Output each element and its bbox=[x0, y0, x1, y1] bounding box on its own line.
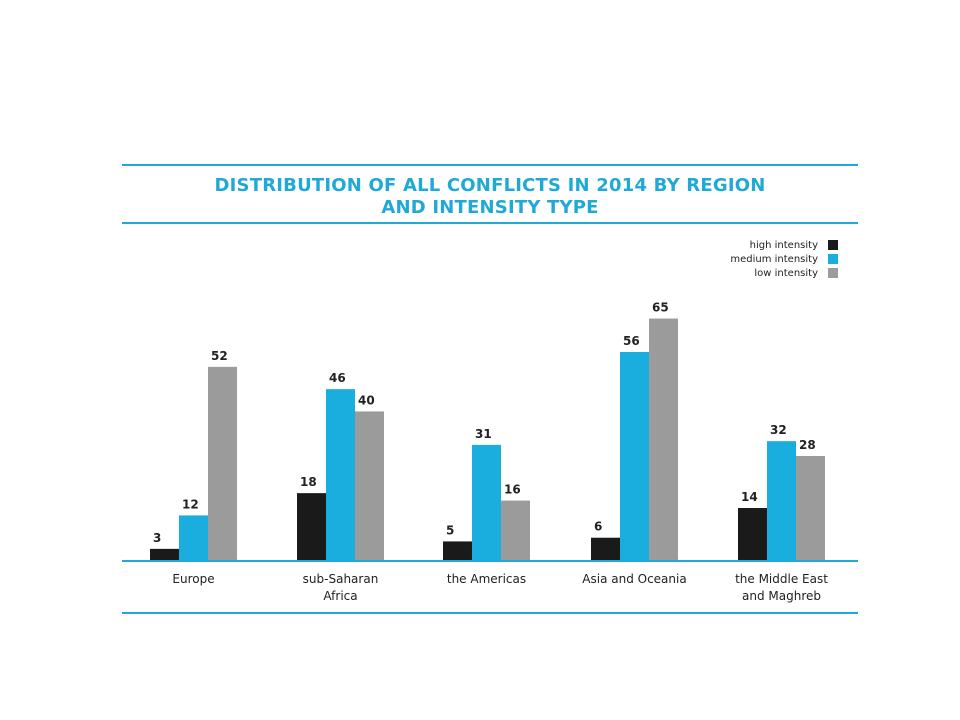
category-label-3-0: Asia and Oceania bbox=[582, 572, 686, 586]
bar-low-4 bbox=[796, 456, 825, 560]
legend-label-medium: medium intensity bbox=[730, 253, 818, 265]
bar-medium-0 bbox=[179, 515, 208, 560]
bar-low-3 bbox=[649, 318, 678, 560]
title-bottom-rule bbox=[122, 222, 858, 224]
bar-medium-1 bbox=[326, 389, 355, 560]
data-label-high-0: 3 bbox=[153, 531, 161, 545]
bar-high-0 bbox=[150, 548, 179, 560]
labels-group: 3 12 52 Europe 18 46 40 sub-Saharan Africa 5 31 16 t… bbox=[153, 301, 828, 603]
legend-swatch-medium bbox=[828, 254, 838, 264]
legend-item-high: high intensity bbox=[730, 238, 838, 252]
bar-high-1 bbox=[297, 493, 326, 560]
chart-title: DISTRIBUTION OF ALL CONFLICTS IN 2014 BY… bbox=[120, 175, 860, 219]
bar-medium-3 bbox=[620, 352, 649, 560]
data-label-low-3: 65 bbox=[652, 301, 669, 315]
bar-low-0 bbox=[208, 366, 237, 560]
category-label-2-0: the Americas bbox=[447, 572, 526, 586]
bar-medium-4 bbox=[767, 441, 796, 560]
data-label-low-0: 52 bbox=[211, 349, 228, 363]
data-label-medium-3: 56 bbox=[623, 334, 640, 348]
chart-title-line-2: AND INTENSITY TYPE bbox=[381, 197, 599, 218]
data-label-low-2: 16 bbox=[504, 483, 521, 497]
data-label-low-1: 40 bbox=[358, 393, 375, 407]
top-rule bbox=[122, 164, 858, 166]
data-label-high-1: 18 bbox=[300, 475, 317, 489]
data-label-high-4: 14 bbox=[741, 490, 758, 504]
bar-medium-2 bbox=[472, 444, 501, 560]
legend: high intensity medium intensity low inte… bbox=[730, 238, 838, 280]
category-label-1-0: sub-Saharan bbox=[303, 572, 379, 586]
legend-item-medium: medium intensity bbox=[730, 252, 838, 266]
data-label-medium-0: 12 bbox=[182, 497, 199, 511]
data-label-medium-4: 32 bbox=[770, 423, 787, 437]
category-label-0-0: Europe bbox=[172, 572, 214, 586]
bar-low-1 bbox=[355, 411, 384, 560]
legend-item-low: low intensity bbox=[730, 266, 838, 280]
data-label-low-4: 28 bbox=[799, 438, 816, 452]
category-label-4-0: the Middle East bbox=[735, 572, 828, 586]
legend-swatch-high bbox=[828, 240, 838, 250]
bottom-rule bbox=[122, 612, 858, 614]
legend-label-low: low intensity bbox=[754, 267, 818, 279]
bar-high-3 bbox=[591, 537, 620, 560]
category-label-1-1: Africa bbox=[323, 589, 357, 603]
bar-high-4 bbox=[738, 508, 767, 560]
category-label-4-1: and Maghreb bbox=[742, 589, 821, 603]
data-label-high-2: 5 bbox=[446, 523, 454, 537]
data-label-medium-2: 31 bbox=[475, 427, 492, 441]
legend-label-high: high intensity bbox=[749, 239, 818, 251]
bar-low-2 bbox=[501, 500, 530, 560]
bars-group bbox=[150, 318, 825, 560]
legend-swatch-low bbox=[828, 268, 838, 278]
data-label-high-3: 6 bbox=[594, 520, 602, 534]
data-label-medium-1: 46 bbox=[329, 371, 346, 385]
chart-title-line-1: DISTRIBUTION OF ALL CONFLICTS IN 2014 BY… bbox=[214, 175, 766, 196]
bar-high-2 bbox=[443, 541, 472, 560]
